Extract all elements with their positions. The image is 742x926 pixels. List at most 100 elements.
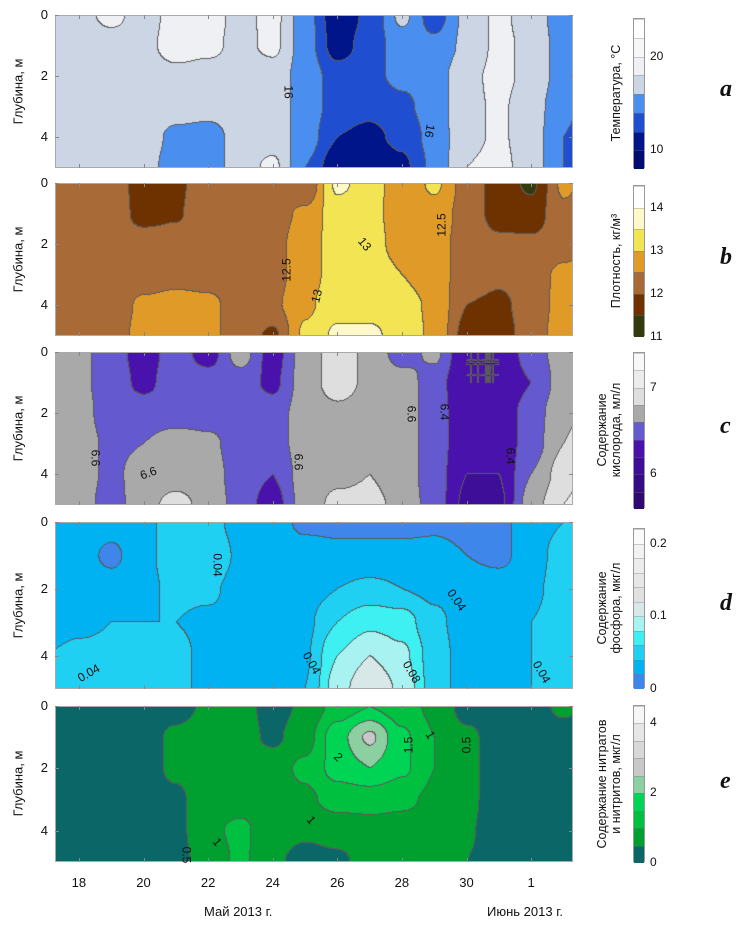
x-tick-mark bbox=[78, 522, 80, 526]
colorbar-bin bbox=[634, 706, 644, 724]
colorbar-title: Температура, °C bbox=[609, 8, 623, 178]
colorbar-tick-label: 4 bbox=[650, 715, 657, 730]
colorbar-title-line: Содержание нитратов bbox=[595, 719, 609, 848]
x-tick-mark bbox=[78, 332, 80, 336]
y-tick-mark bbox=[569, 244, 573, 246]
y-tick-mark bbox=[569, 76, 573, 78]
y-tick-label: 2 bbox=[40, 760, 48, 776]
colorbar-tick-label: 0.2 bbox=[650, 535, 667, 550]
colorbar-title-line: Плотность, кг/м³ bbox=[609, 213, 623, 308]
x-tick-mark bbox=[143, 858, 145, 862]
y-tick-mark bbox=[569, 522, 573, 523]
colorbar-tick-label: 13 bbox=[650, 242, 664, 257]
x-tick-mark bbox=[78, 501, 80, 505]
y-tick-mark bbox=[569, 768, 573, 770]
colorbar-bin bbox=[634, 529, 644, 544]
x-tick-mark bbox=[401, 164, 403, 168]
x-tick-mark bbox=[272, 858, 274, 862]
colorbar-bin bbox=[634, 572, 644, 588]
y-tick-mark bbox=[55, 830, 59, 832]
y-tick-mark bbox=[569, 706, 573, 707]
contour-panel-c bbox=[55, 352, 573, 505]
colorbar-bin bbox=[634, 645, 644, 660]
y-tick-label: 0 bbox=[40, 698, 48, 713]
colorbar-tick-label: 12 bbox=[650, 285, 664, 300]
colorbar bbox=[633, 185, 645, 337]
y-tick-mark bbox=[569, 830, 573, 832]
x-tick-mark bbox=[143, 183, 145, 187]
x-tick-mark bbox=[208, 183, 210, 187]
colorbar-bin bbox=[634, 810, 644, 829]
colorbar-bin bbox=[634, 439, 644, 457]
x-tick-mark bbox=[208, 685, 210, 689]
colorbar-bin bbox=[634, 250, 644, 273]
y-tick-mark bbox=[55, 244, 59, 246]
x-tick-mark bbox=[466, 522, 468, 526]
colorbar-tick-label: 10 bbox=[650, 142, 664, 157]
contour-fill bbox=[55, 15, 573, 168]
x-tick-mark bbox=[401, 352, 403, 356]
colorbar-tick-label: 0 bbox=[650, 855, 657, 869]
x-tick-mark bbox=[143, 501, 145, 505]
y-axis-label: Глубина, м bbox=[10, 572, 26, 638]
x-tick-mark bbox=[272, 706, 274, 710]
colorbar-bin bbox=[634, 659, 644, 675]
x-tick-mark bbox=[78, 183, 80, 187]
x-tick-mark bbox=[466, 164, 468, 168]
contour-fill bbox=[55, 706, 573, 862]
y-tick-mark bbox=[55, 352, 59, 353]
y-tick-label: 0 bbox=[40, 7, 48, 22]
colorbar-title-line: Содержание bbox=[595, 393, 609, 467]
contour-label: 12.5 bbox=[279, 258, 294, 282]
colorbar-title-line: фосфора, мкг/л bbox=[609, 562, 623, 654]
colorbar-bin bbox=[634, 491, 644, 509]
contour-label: 13 bbox=[308, 287, 326, 305]
colorbar-bin bbox=[634, 131, 644, 151]
x-tick-label: 22 bbox=[200, 875, 216, 890]
contour-panel-b bbox=[55, 183, 573, 336]
colorbar-bin bbox=[634, 587, 644, 602]
x-tick-mark bbox=[143, 164, 145, 168]
x-tick-mark bbox=[337, 706, 339, 710]
y-axis-label: Глубина, м bbox=[10, 750, 26, 817]
x-tick-mark bbox=[466, 332, 468, 336]
x-tick-mark bbox=[78, 164, 80, 168]
x-tick-mark bbox=[401, 501, 403, 505]
x-tick-mark bbox=[337, 685, 339, 689]
x-tick-mark bbox=[208, 522, 210, 526]
x-tick-mark bbox=[272, 501, 274, 505]
colorbar-bin bbox=[634, 370, 644, 388]
y-tick-mark bbox=[569, 474, 573, 476]
x-tick-mark bbox=[466, 15, 468, 19]
x-tick-mark bbox=[208, 332, 210, 336]
x-tick-label: 18 bbox=[71, 875, 87, 890]
contour-label: 1.5 bbox=[401, 736, 416, 754]
x-tick-mark bbox=[78, 706, 80, 710]
colorbar-bin bbox=[634, 543, 644, 559]
colorbar-tick-label: 6 bbox=[650, 466, 657, 481]
colorbar-bin bbox=[634, 56, 644, 76]
x-tick-mark bbox=[531, 332, 533, 336]
contour-label: 16 bbox=[421, 123, 438, 139]
x-tick-mark bbox=[143, 522, 145, 526]
y-tick-label: 4 bbox=[40, 822, 48, 838]
x-tick-mark bbox=[401, 15, 403, 19]
x-tick-mark bbox=[337, 501, 339, 505]
y-tick-mark bbox=[569, 352, 573, 353]
colorbar-bin bbox=[634, 758, 644, 776]
colorbar-bin bbox=[634, 272, 644, 294]
colorbar-bin bbox=[634, 387, 644, 405]
x-tick-mark bbox=[272, 183, 274, 187]
x-tick-mark bbox=[401, 332, 403, 336]
x-tick-mark bbox=[208, 15, 210, 19]
x-tick-label: 1 bbox=[527, 875, 535, 890]
x-tick-mark bbox=[272, 352, 274, 356]
x-tick-mark bbox=[401, 183, 403, 187]
x-tick-mark bbox=[208, 706, 210, 710]
x-tick-mark bbox=[78, 15, 80, 19]
y-tick-mark bbox=[55, 474, 59, 476]
colorbar-bin bbox=[634, 186, 644, 208]
panel-letter: d bbox=[720, 589, 732, 616]
y-tick-mark bbox=[55, 768, 59, 770]
y-tick-label: 4 bbox=[40, 466, 48, 482]
